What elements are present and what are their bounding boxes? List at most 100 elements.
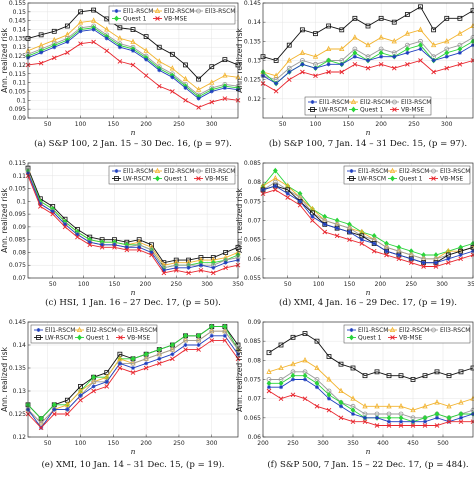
- data-point-lw-rscm: [326, 354, 332, 359]
- data-point-lw-rscm: [278, 342, 284, 348]
- data-point-ell1-rscm: [339, 62, 344, 67]
- data-point-vb-mse: [209, 338, 215, 343]
- legend-marker: [114, 176, 119, 181]
- data-point-ell2-rscm: [314, 364, 320, 371]
- data-point-vb-mse: [396, 256, 402, 262]
- data-point-lw-rscm: [431, 27, 437, 33]
- legend-marker: [154, 167, 161, 174]
- x-axis-label: n: [366, 128, 371, 137]
- legend: Ell1-RSCM Ell2-RSCM Ell3-RSCM LW-RSCM Quest …: [30, 324, 157, 344]
- data-point-lw-rscm: [444, 15, 450, 21]
- data-point-ell1-rscm: [196, 96, 201, 101]
- data-point-ell1-rscm: [144, 361, 149, 366]
- legend-entry-vb-mse: VB-MSE: [388, 335, 422, 342]
- data-point-vb-mse: [210, 270, 216, 276]
- data-point-vb-mse: [302, 396, 308, 401]
- legend: Ell1-RSCM Ell2-RSCM Ell3-RSCM Quest 1 VB-MSE: [108, 5, 236, 25]
- legend-label: Ell2-RSCM: [360, 99, 390, 106]
- data-point-ell2-rscm: [77, 19, 84, 25]
- y-tick-label: 0.105: [9, 186, 26, 193]
- data-point-vb-mse: [446, 419, 452, 424]
- legend: Ell1-RSCM Ell2-RSCM Ell3-RSCM Quest 1 VB-MSE: [343, 324, 470, 344]
- x-tick-label: 300: [206, 440, 218, 447]
- data-point-ell1-rscm: [366, 58, 370, 63]
- data-point-vb-mse: [378, 62, 384, 67]
- legend-marker: [389, 326, 396, 333]
- data-point-lw-rscm: [434, 369, 440, 375]
- data-point-vb-mse: [433, 264, 439, 269]
- legend-box: [108, 5, 236, 25]
- data-point-ell3-rscm: [183, 337, 188, 343]
- legend-marker: [349, 169, 354, 173]
- legend-label: Ell2-RSCM: [164, 8, 194, 15]
- y-axis-label: Ann. realized risk: [235, 27, 244, 92]
- series-line-ell2-rscm: [27, 20, 239, 91]
- series-vb-mse: [266, 388, 474, 428]
- x-tick-label: 250: [287, 440, 299, 447]
- series-lw-rscm: [260, 4, 474, 63]
- data-point-vb-mse: [75, 234, 80, 240]
- data-point-ell1-rscm: [392, 54, 397, 59]
- series-vb-mse: [25, 39, 241, 110]
- data-point-ell1-rscm: [137, 245, 142, 250]
- x-tick-label: 250: [171, 281, 183, 288]
- y-axis-label: Ann. realized risk: [0, 27, 9, 92]
- data-point-lw-rscm: [196, 76, 202, 82]
- legend-entry-vb-mse: VB-MSE: [429, 176, 463, 183]
- data-point-ell3-rscm: [130, 360, 136, 366]
- legend-marker: [310, 100, 315, 104]
- data-point-vb-mse: [266, 388, 272, 394]
- data-point-vb-mse: [104, 48, 110, 54]
- legend-marker: [392, 107, 397, 112]
- legend-entry-ell3-rscm: Ell3-RSCM: [429, 168, 470, 175]
- legend-marker: [77, 334, 82, 341]
- y-tick-label: 0.1: [16, 97, 26, 104]
- data-point-vb-mse: [278, 396, 284, 401]
- data-point-ell2-rscm: [352, 34, 358, 40]
- data-point-ell2-rscm: [350, 395, 356, 401]
- data-point-ell1-rscm: [104, 379, 109, 384]
- data-point-vb-mse: [223, 265, 228, 271]
- data-point-ell2-rscm: [457, 30, 463, 36]
- data-point-ell2-rscm: [182, 75, 189, 82]
- data-point-ell3-rscm: [222, 328, 228, 334]
- x-tick-label: 300: [206, 121, 218, 128]
- data-point-vb-mse: [222, 338, 228, 343]
- data-point-ell2-rscm: [339, 45, 345, 51]
- subfigure-caption: (e) XMI, 10 Jan. 14 – 31 Dec. 15, (p = 1…: [41, 459, 224, 470]
- legend-entry-ell1-rscm: Ell1-RSCM: [112, 8, 153, 15]
- x-tick-label: 200: [375, 281, 387, 288]
- data-point-vb-mse: [352, 62, 358, 67]
- data-point-ell1-rscm: [322, 222, 327, 227]
- data-point-vb-mse: [143, 73, 149, 78]
- data-point-vb-mse: [458, 419, 464, 424]
- data-point-ell3-rscm: [91, 379, 97, 385]
- data-point-ell1-rscm: [285, 191, 290, 196]
- data-point-ell1-rscm: [157, 68, 162, 73]
- legend-entry-ell2-rscm: Ell2-RSCM: [75, 326, 116, 334]
- data-point-ell2-rscm: [446, 403, 452, 409]
- legend-marker: [431, 176, 436, 181]
- data-point-vb-mse: [334, 233, 340, 239]
- subfigure-caption: (a) S&P 100, 2 Jan. 15 – 30 Dec. 16, (p …: [34, 138, 232, 149]
- legend-label: Ell2-RSCM: [164, 168, 194, 175]
- y-tick-label: 0.055: [244, 275, 261, 282]
- chart-panel-d: 0.055 0.06 0.065 0.07 0.075 0.08 0.085 50 100 150…: [235, 160, 474, 308]
- data-point-vb-mse: [38, 204, 43, 209]
- data-point-ell1-rscm: [411, 419, 415, 424]
- subfigure-caption: (c) HSI, 1 Jan. 16 – 27 Dec. 17, (p = 50…: [45, 297, 221, 308]
- data-point-ell1-rscm: [433, 260, 438, 265]
- legend-entry-ell2-rscm: Ell2-RSCM: [388, 326, 429, 334]
- data-point-lw-rscm: [130, 27, 136, 32]
- y-tick-label: 0.075: [244, 198, 261, 205]
- data-point-ell1-rscm: [435, 415, 439, 420]
- data-point-vb-mse: [405, 62, 410, 67]
- data-point-vb-mse: [183, 347, 188, 352]
- data-point-ell2-rscm: [77, 387, 84, 394]
- legend-label: Quest 1: [358, 335, 382, 342]
- y-tick-label: 0.075: [244, 377, 261, 384]
- legend-entry-ell3-rscm: Ell3-RSCM: [429, 327, 470, 334]
- legend-box: [108, 165, 236, 185]
- data-point-lw-rscm: [313, 31, 318, 37]
- y-tick-label: 0.12: [248, 96, 262, 103]
